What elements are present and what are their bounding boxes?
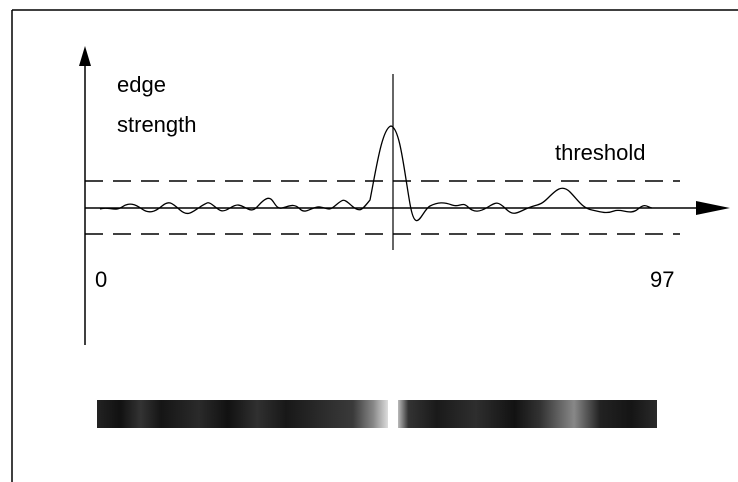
threshold-label: threshold	[555, 140, 646, 165]
x-axis-arrow	[696, 201, 730, 215]
image-strip-left	[97, 400, 388, 428]
y-axis-arrow	[79, 46, 91, 66]
diagram: edge strength threshold 0 97	[0, 0, 738, 482]
axis-label-line1: edge	[117, 72, 166, 97]
image-strip-right	[398, 400, 657, 428]
x-start-label: 0	[95, 267, 107, 292]
axis-label-line2: strength	[117, 112, 197, 137]
x-end-label: 97	[650, 267, 674, 292]
